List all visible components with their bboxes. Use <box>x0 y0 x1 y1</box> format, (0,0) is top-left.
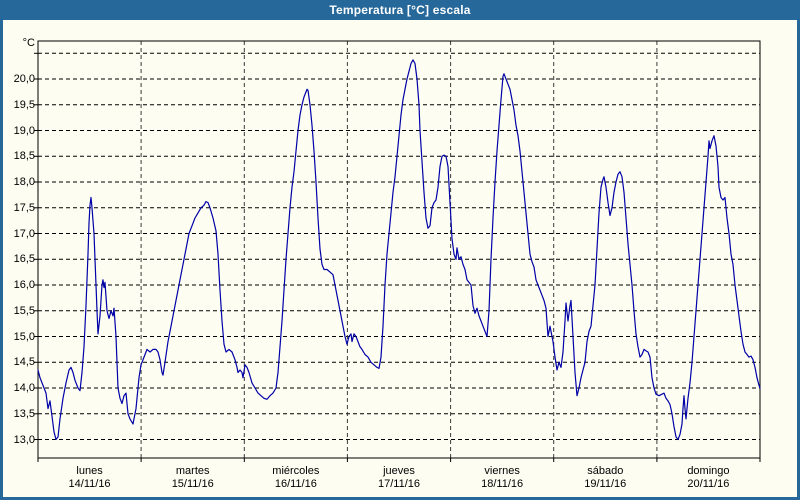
y-tick-label: 16,5 <box>13 253 35 266</box>
x-day-date: 20/11/16 <box>687 478 730 490</box>
window-titlebar: Temperatura [°C] escala <box>0 0 800 20</box>
x-day-label: sábado 19/11/16 <box>560 465 650 491</box>
y-axis-unit-label: °C <box>22 37 35 49</box>
y-tick-label: 16,0 <box>13 279 35 291</box>
window-title: Temperatura [°C] escala <box>329 3 471 17</box>
x-day-weekday: miércoles <box>272 465 320 477</box>
x-day-date: 19/11/16 <box>584 478 627 490</box>
x-day-date: 14/11/16 <box>68 478 111 490</box>
x-day-label: jueves 17/11/16 <box>354 465 444 491</box>
y-tick-label: 13,5 <box>13 407 35 420</box>
y-tick-label: 19,5 <box>13 98 35 111</box>
y-tick-label: 14,5 <box>13 356 35 369</box>
x-day-date: 15/11/16 <box>171 478 214 490</box>
y-tick-label: 15,5 <box>13 304 35 317</box>
y-tick-label: 17,5 <box>13 201 35 214</box>
x-day-label: lunes 14/11/16 <box>45 465 135 491</box>
y-tick-label: 13,0 <box>13 433 35 446</box>
x-day-weekday: viernes <box>484 465 520 477</box>
y-tick-label: 20,0 <box>13 73 35 85</box>
x-day-weekday: jueves <box>383 465 415 477</box>
x-day-label: miércoles 16/11/16 <box>251 465 341 491</box>
x-day-label: viernes 18/11/16 <box>457 465 547 491</box>
plot-border <box>37 40 761 459</box>
x-day-weekday: lunes <box>76 465 103 477</box>
y-tick-label: 17,0 <box>13 227 35 240</box>
y-tick-label: 14,0 <box>13 382 35 394</box>
y-tick-label: 19,0 <box>13 124 35 137</box>
y-tick-label: 15,0 <box>13 330 35 343</box>
x-day-weekday: sábado <box>587 465 624 477</box>
y-tick-label: 18,0 <box>13 176 35 188</box>
x-day-weekday: domingo <box>687 465 730 477</box>
x-day-date: 17/11/16 <box>377 478 420 490</box>
y-tick-label: 18,5 <box>13 150 35 163</box>
x-day-label: martes 15/11/16 <box>148 465 238 491</box>
x-day-date: 18/11/16 <box>481 478 524 490</box>
x-day-weekday: martes <box>175 465 210 477</box>
x-day-label: domingo 20/11/16 <box>663 465 753 491</box>
x-day-date: 16/11/16 <box>274 478 317 490</box>
chart-background <box>3 20 797 497</box>
temperature-line <box>37 59 761 441</box>
